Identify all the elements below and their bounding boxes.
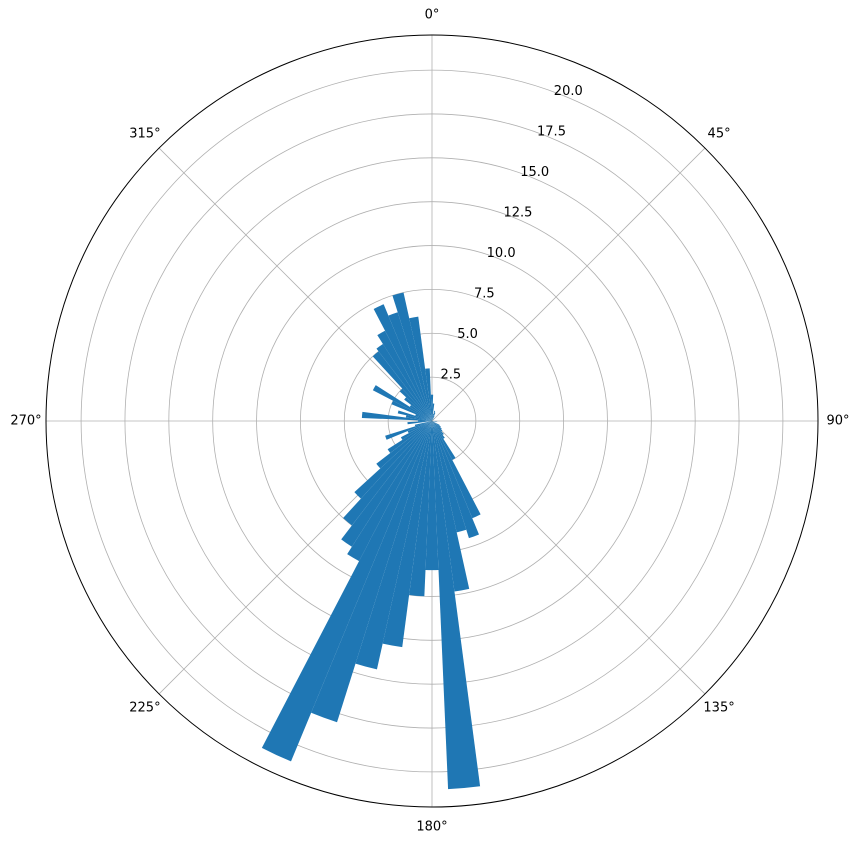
r-tick-label-6: 17.5 [537,124,566,139]
polar-frame [45,34,819,808]
bar-45 [432,418,435,421]
bar-205 [261,421,432,762]
bar-165 [432,421,467,533]
bars [261,292,481,790]
angular-gridline-1 [431,147,706,422]
outer-frame [45,34,819,808]
bar-160 [432,421,479,539]
bar-240 [400,421,432,440]
bar-300 [372,385,432,421]
bar-140 [432,421,444,435]
theta-tick-label-5: 225° [129,701,160,716]
bar-225 [354,421,432,499]
bar-270 [417,420,432,422]
bar-350 [409,316,432,421]
theta-tick-label-7: 315° [129,126,160,141]
theta-tick-label-0: 0° [425,8,440,23]
bar-310 [404,397,432,421]
angular-gridline-7 [158,147,433,422]
bar-210 [347,421,432,562]
bar-15 [432,410,436,421]
bar-175 [432,421,481,790]
r-tick-label-0: 2.5 [440,367,461,382]
polar-grid [46,35,818,807]
bar-125 [432,421,441,428]
bar-340 [388,312,432,421]
bar-155 [432,421,481,519]
bar-130 [432,421,442,430]
r-tick-label-1: 5.0 [457,327,478,342]
bar-10 [432,414,434,421]
bar-25 [432,416,435,421]
bar-135 [432,421,443,432]
bar-250 [385,421,432,440]
bar-315 [399,388,432,421]
bar-255 [414,421,432,427]
bar-185 [409,421,432,597]
bar-355 [425,368,432,421]
r-tick-label-7: 20.0 [554,84,583,99]
radial-tick-labels: 2.5 5.0 7.5 10.0 12.5 15.0 17.5 20.0 [440,84,582,383]
bar-285 [397,410,432,421]
bar-215 [341,421,432,547]
bar-320 [372,351,432,421]
bar-170 [432,421,470,592]
bar-325 [376,344,432,421]
r-tick-label-3: 10.0 [487,246,516,261]
bar-295 [391,400,432,421]
bar-100 [432,421,438,423]
bar-280 [405,415,432,421]
theta-tick-label-2: 90° [826,414,849,429]
bar-360 [430,394,434,421]
bar-180 [425,421,439,571]
r-tick-label-5: 15.0 [520,165,549,180]
bar-190 [382,421,432,648]
bar-20 [432,412,436,421]
bar-290 [415,414,432,421]
bar-5 [432,403,435,421]
theta-tick-label-4: 180° [416,820,447,835]
theta-tick-label-1: 45° [708,126,731,141]
theta-tick-label-6: 270° [10,414,41,429]
bar-235 [387,421,432,454]
bar-275 [361,411,432,421]
r-tick-label-2: 7.5 [474,286,495,301]
bar-120 [432,421,440,426]
angular-tick-labels: 0° 45° 90° 135° 180° 225° 270° 315° [10,8,849,835]
bar-305 [409,404,432,421]
bar-245 [407,421,432,434]
bar-145 [432,421,445,439]
bar-200 [311,421,432,723]
bar-220 [343,421,432,526]
bar-265 [407,421,432,425]
bar-195 [355,421,432,670]
bar-230 [376,421,432,469]
r-tick-label-4: 12.5 [503,205,532,220]
bar-335 [373,304,432,421]
theta-tick-label-3: 135° [703,701,734,716]
bar-330 [377,330,432,421]
bar-345 [392,292,432,421]
bar-150 [432,421,456,460]
angular-gridline-3 [431,420,706,695]
